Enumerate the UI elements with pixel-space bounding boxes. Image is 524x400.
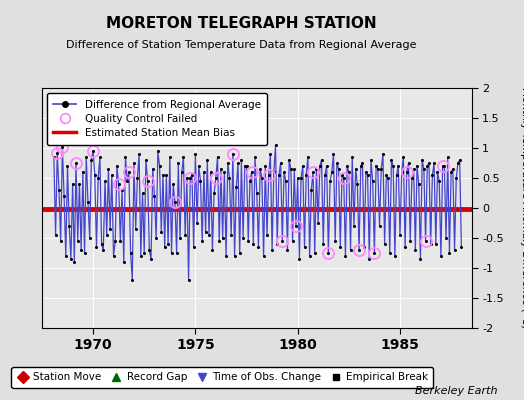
Text: Difference of Station Temperature Data from Regional Average: Difference of Station Temperature Data f… (66, 40, 416, 50)
Legend: Station Move, Record Gap, Time of Obs. Change, Empirical Break: Station Move, Record Gap, Time of Obs. C… (12, 367, 433, 388)
Y-axis label: Monthly Temperature Anomaly Difference (°C): Monthly Temperature Anomaly Difference (… (520, 87, 524, 329)
Text: Berkeley Earth: Berkeley Earth (416, 386, 498, 396)
Text: MORETON TELEGRAPH STATION: MORETON TELEGRAPH STATION (106, 16, 376, 31)
